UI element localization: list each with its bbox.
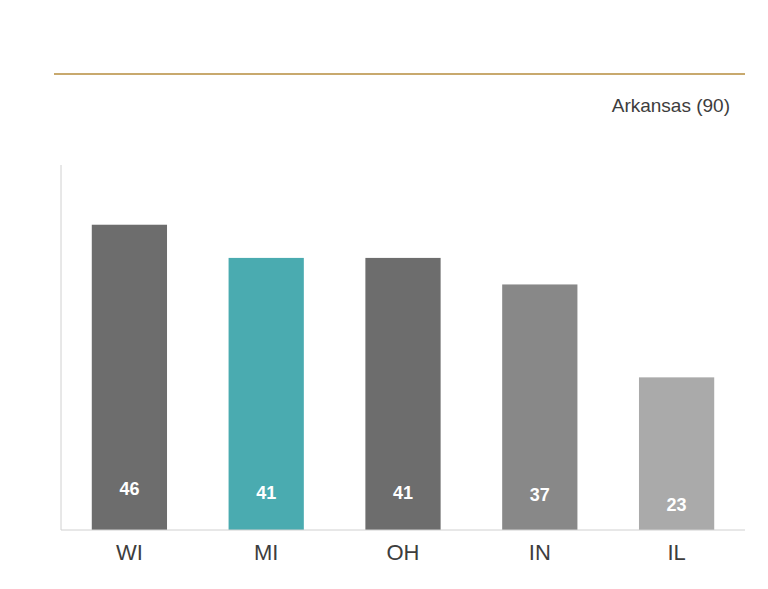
- x-tick-label: IN: [529, 540, 551, 565]
- chart-container: Arkansas (90) 46 41 41 37 23 WI MI OH IN IL: [0, 0, 768, 589]
- x-tick-label: MI: [254, 540, 278, 565]
- annotation: Arkansas (90): [612, 95, 730, 116]
- x-tick-label: OH: [387, 540, 420, 565]
- data-label: 37: [530, 485, 550, 505]
- bar: [365, 258, 440, 530]
- data-label: 41: [393, 483, 413, 503]
- data-label: 23: [667, 495, 687, 515]
- x-tick-label: WI: [116, 540, 143, 565]
- bar: [502, 284, 577, 530]
- y-axis-line: [61, 165, 62, 530]
- bars: [92, 225, 714, 530]
- bar: [229, 258, 304, 530]
- header-rule: [54, 73, 745, 75]
- bar: [92, 225, 167, 530]
- x-tick-label: IL: [667, 540, 685, 565]
- data-label: 46: [119, 479, 139, 499]
- data-label: 41: [256, 483, 276, 503]
- chart-svg: Arkansas (90) 46 41 41 37 23 WI MI OH IN IL: [0, 0, 768, 589]
- bar: [639, 377, 714, 530]
- x-axis-line: [61, 530, 745, 531]
